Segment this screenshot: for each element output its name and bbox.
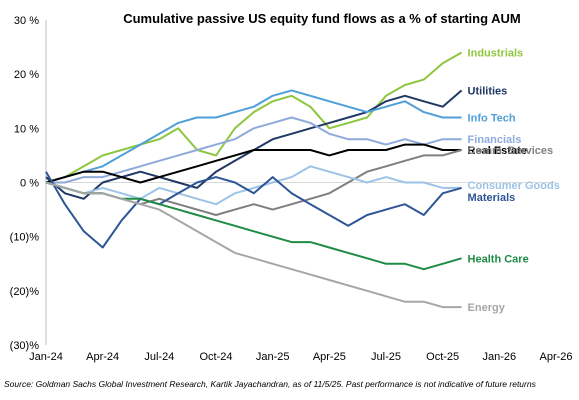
- y-tick-label: (30)%: [10, 340, 40, 352]
- series-line-industrials: [45, 51, 463, 184]
- source-note: Source: Goldman Sachs Global Investment …: [4, 379, 536, 389]
- x-tick-label: Apr-26: [539, 351, 572, 363]
- x-tick-label: Jan-26: [483, 351, 517, 363]
- series-line-materials: [45, 171, 462, 249]
- series-label-financials: Financials: [468, 134, 522, 146]
- y-tick-label: (10)%: [10, 232, 40, 244]
- series-line-consumer-goods: [45, 165, 462, 206]
- series-line-energy: [45, 181, 462, 309]
- series-label-consumer-goods: Consumer Goods: [468, 180, 560, 192]
- series-label-energy: Energy: [468, 302, 506, 314]
- series-line-real-estate: [45, 143, 462, 184]
- y-tick-label: 10 %: [14, 123, 39, 135]
- x-axis: Jan-24 Apr-24 Jul-24 Oct-24 Jan-25 Apr-25 Jul-…: [29, 351, 572, 363]
- series-group: Industrials Utilities Info Tech FinancialsR…: [45, 48, 560, 314]
- y-tick-label: 20 %: [14, 69, 39, 81]
- series-line-info-tech: [45, 89, 462, 184]
- x-tick-label: Jan-24: [29, 351, 63, 363]
- series-label-utilities: Utilities: [468, 85, 508, 97]
- series-label-info-tech: Info Tech: [468, 113, 516, 125]
- y-tick-label: (20)%: [10, 286, 40, 298]
- x-tick-label: Oct-25: [426, 351, 459, 363]
- series-line-financials: [46, 116, 462, 184]
- x-tick-label: Jan-25: [256, 351, 290, 363]
- x-tick-label: Jul-25: [371, 351, 401, 363]
- series-label-industrials: Industrials: [468, 48, 524, 60]
- series-label-materials: Materials: [468, 192, 516, 204]
- chart-title: Cumulative passive US equity fund flows …: [123, 11, 521, 26]
- series-label-comm-services: Comm. Services: [468, 145, 554, 157]
- y-tick-label: 0 %: [20, 178, 39, 190]
- x-tick-label: Jul-24: [144, 351, 174, 363]
- x-tick-label: Apr-24: [86, 351, 119, 363]
- y-tick-label: 30 %: [14, 15, 39, 27]
- series-label-real-estate: Real Estate: [468, 145, 527, 157]
- y-axis: 30 % 20 % 10 % 0 % (10)% (20)% (30)%: [10, 15, 40, 352]
- x-tick-label: Oct-24: [199, 351, 232, 363]
- series-label-health-care: Health Care: [468, 253, 529, 265]
- x-tick-label: Apr-25: [313, 351, 346, 363]
